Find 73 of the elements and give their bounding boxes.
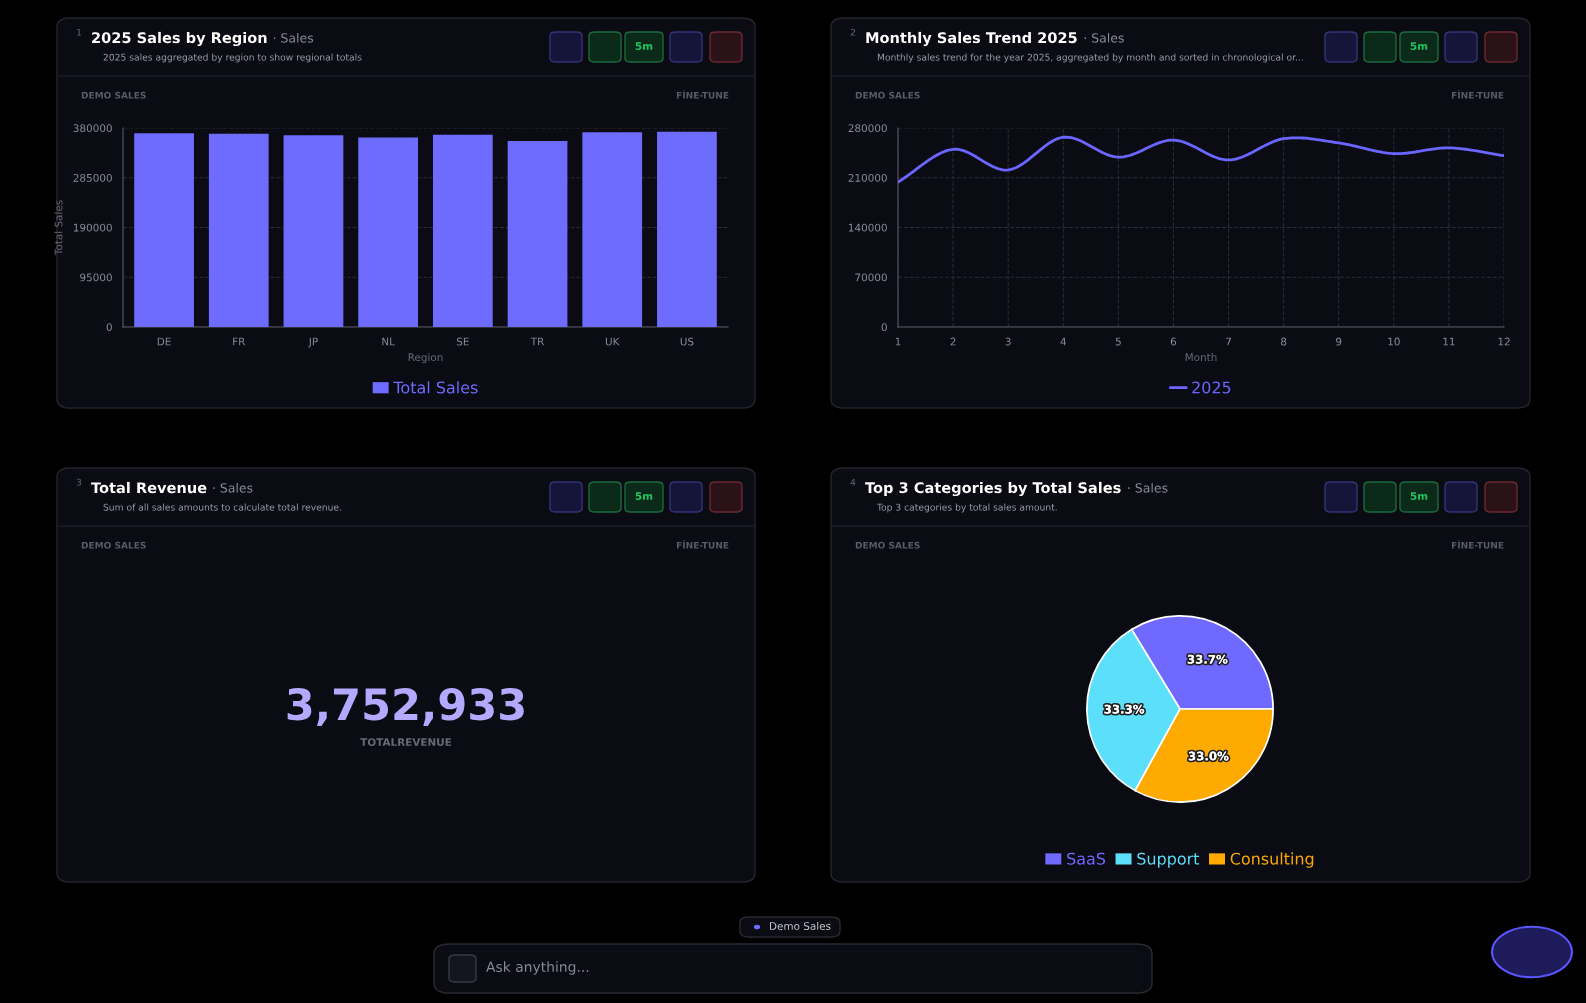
x-tick-label: TR xyxy=(530,337,545,346)
text: 5m xyxy=(635,492,653,501)
chart-subtitle: · Sales xyxy=(1128,482,1168,493)
x-tick-label: JP xyxy=(308,337,318,348)
data-label: 33.0% xyxy=(1188,751,1229,761)
x-tick-label: 5 xyxy=(1115,337,1121,346)
text: 4 xyxy=(850,478,856,486)
text: FİNE-TUNE xyxy=(676,90,729,99)
text: FİNE-TUNE xyxy=(1451,90,1504,99)
x-tick-label: 6 xyxy=(1170,337,1177,346)
legend-label: 2025 xyxy=(1192,381,1231,394)
legend-label: Consulting xyxy=(1230,852,1314,868)
x-tick-label: 11 xyxy=(1443,337,1455,346)
y-tick-label: 190000 xyxy=(73,223,112,232)
text: FİNE-TUNE xyxy=(676,540,729,549)
text: TOTALREVENUE xyxy=(360,738,452,747)
y-axis-title: Total Sales xyxy=(54,200,63,256)
text: 5m xyxy=(1410,42,1428,51)
y-tick-label: 210000 xyxy=(848,173,887,182)
x-tick-label: 1 xyxy=(895,337,901,346)
text: 5m xyxy=(635,42,653,51)
chart-subtitle: · Sales xyxy=(273,32,314,43)
legend-label: SaaS xyxy=(1067,852,1106,865)
text: Ask anything... xyxy=(486,961,589,975)
chart-title: Monthly Sales Trend 2025 xyxy=(866,31,1077,47)
data-label: 33.3% xyxy=(1104,704,1145,714)
x-tick-label: 12 xyxy=(1498,337,1510,346)
text: · Sales xyxy=(213,482,253,493)
text: DEMO SALES xyxy=(81,91,146,99)
text: 2025 sales aggregated by region to show regional totals xyxy=(103,53,362,63)
x-tick-label: 9 xyxy=(1336,337,1342,346)
chart-title: Top 3 Categories by Total Sales xyxy=(865,481,1121,497)
x-axis-title: Month xyxy=(1185,353,1217,362)
y-tick-label: 95000 xyxy=(80,273,112,282)
x-tick-label: DE xyxy=(157,337,171,346)
x-tick-label: NL xyxy=(382,337,395,346)
x-tick-label: UK xyxy=(605,337,620,346)
text: Total Revenue xyxy=(91,481,207,494)
text: 2 xyxy=(850,28,855,36)
y-tick-label: 0 xyxy=(881,323,887,332)
text: Top 3 categories by total sales amount. xyxy=(876,503,1057,513)
x-tick-label: 4 xyxy=(1060,337,1066,346)
text: DEMO SALES xyxy=(855,541,920,549)
y-tick-label: 285000 xyxy=(73,173,112,182)
text: 3 xyxy=(76,478,82,486)
x-tick-label: 8 xyxy=(1281,337,1287,346)
x-tick-label: 3 xyxy=(1005,337,1011,346)
x-axis-title: Region xyxy=(408,353,443,364)
data-label: 33.7% xyxy=(1187,654,1228,664)
text: DEMO SALES xyxy=(855,91,920,99)
text: Sum of all sales amounts to calculate total revenue. xyxy=(103,503,341,511)
x-tick-label: 10 xyxy=(1388,337,1400,346)
text: FİNE-TUNE xyxy=(1451,540,1504,549)
legend-label: Support xyxy=(1137,852,1200,868)
text: DEMO SALES xyxy=(81,541,146,549)
x-tick-label: 2 xyxy=(950,337,956,346)
y-tick-label: 380000 xyxy=(73,124,112,133)
x-tick-label: SE xyxy=(456,337,469,346)
y-tick-label: 0 xyxy=(106,323,112,332)
text: 1 xyxy=(77,28,82,36)
text: Monthly sales trend for the year 2025, aggregated by month and sorted in chronological or... xyxy=(877,53,1303,63)
text: Demo Sales xyxy=(770,921,831,931)
x-tick-label: US xyxy=(680,337,694,346)
legend-label: Total Sales xyxy=(393,381,478,394)
y-tick-label: 140000 xyxy=(848,223,887,232)
text: 3,752,933 xyxy=(287,687,524,726)
x-tick-label: 7 xyxy=(1226,337,1231,346)
text: 5m xyxy=(1410,492,1428,501)
chart-title: 2025 Sales by Region xyxy=(92,31,267,47)
y-tick-label: 70000 xyxy=(855,273,887,282)
x-tick-label: FR xyxy=(233,337,246,346)
y-tick-label: 280000 xyxy=(848,124,887,133)
chart-subtitle: · Sales xyxy=(1084,32,1124,43)
